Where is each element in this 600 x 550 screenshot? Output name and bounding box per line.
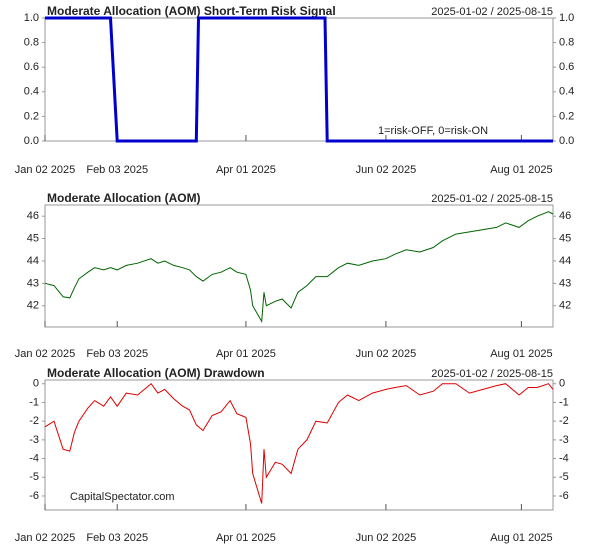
y-tick-label: 42 (27, 300, 39, 312)
chart-title: Moderate Allocation (AOM) Short-Term Ris… (47, 4, 336, 18)
x-tick-label: Jan 02 2025 (15, 164, 76, 176)
y-tick-label: 45 (27, 232, 39, 244)
y-tick-label: 46 (559, 210, 571, 222)
annotation: CapitalSpectator.com (70, 491, 175, 503)
y-tick-label: -6 (559, 490, 569, 502)
y-tick-label: 1.0 (24, 12, 39, 24)
y-tick-label: 0.4 (559, 86, 574, 98)
chart-title: Moderate Allocation (AOM) (47, 191, 201, 205)
y-tick-label: -4 (29, 452, 39, 464)
x-tick-label: Apr 01 2025 (216, 532, 276, 544)
y-tick-label: -1 (29, 396, 39, 408)
y-tick-label: 44 (559, 255, 571, 267)
annotation: 1=risk-OFF, 0=risk-ON (378, 125, 488, 137)
x-tick-label: Apr 01 2025 (216, 348, 276, 360)
y-tick-label: -3 (29, 434, 39, 446)
y-tick-label: -5 (29, 471, 39, 483)
x-tick-label: Jan 02 2025 (15, 348, 76, 360)
y-tick-label: 0.4 (24, 86, 39, 98)
y-tick-label: 0 (559, 378, 565, 390)
x-tick-label: Aug 01 2025 (490, 164, 552, 176)
chart-title: Moderate Allocation (AOM) Drawdown (47, 366, 265, 380)
series-line (44, 382, 554, 504)
x-tick-label: Aug 01 2025 (490, 348, 552, 360)
plot-frame (44, 17, 554, 142)
y-tick-label: -4 (559, 452, 569, 464)
y-tick-label: 0.0 (24, 135, 39, 147)
date-range: 2025-01-02 / 2025-08-15 (431, 193, 553, 205)
date-range: 2025-01-02 / 2025-08-15 (431, 368, 553, 380)
y-tick-label: 0 (33, 378, 39, 390)
y-tick-label: 43 (27, 277, 39, 289)
y-tick-label: -6 (29, 490, 39, 502)
y-tick-label: 45 (559, 232, 571, 244)
y-tick-label: 0.0 (559, 135, 574, 147)
x-tick-label: Jun 02 2025 (356, 348, 417, 360)
date-range: 2025-01-02 / 2025-08-15 (431, 6, 553, 18)
y-tick-label: 0.6 (24, 61, 39, 73)
y-tick-label: -1 (559, 396, 569, 408)
x-tick-label: Feb 03 2025 (86, 348, 148, 360)
y-tick-label: -5 (559, 471, 569, 483)
series-line (45, 16, 553, 143)
y-tick-label: 0.6 (559, 61, 574, 73)
y-tick-label: 44 (27, 255, 39, 267)
plot-frame (44, 204, 554, 328)
y-tick-label: 46 (27, 210, 39, 222)
y-tick-label: 0.8 (24, 37, 39, 49)
x-tick-label: Jan 02 2025 (15, 532, 76, 544)
y-tick-label: 42 (559, 300, 571, 312)
x-tick-label: Aug 01 2025 (490, 532, 552, 544)
y-tick-label: 0.2 (24, 110, 39, 122)
y-tick-label: 43 (559, 277, 571, 289)
plot-frame (44, 379, 554, 511)
x-tick-label: Feb 03 2025 (86, 532, 148, 544)
y-tick-label: -3 (559, 434, 569, 446)
x-tick-label: Apr 01 2025 (216, 164, 276, 176)
y-tick-label: 0.8 (559, 37, 574, 49)
x-tick-label: Feb 03 2025 (86, 164, 148, 176)
x-tick-label: Jun 02 2025 (356, 164, 417, 176)
x-tick-label: Jun 02 2025 (356, 532, 417, 544)
y-tick-label: 0.2 (559, 110, 574, 122)
y-tick-label: -2 (559, 415, 569, 427)
y-tick-label: 1.0 (559, 12, 574, 24)
y-tick-label: -2 (29, 415, 39, 427)
series-line (44, 211, 554, 324)
